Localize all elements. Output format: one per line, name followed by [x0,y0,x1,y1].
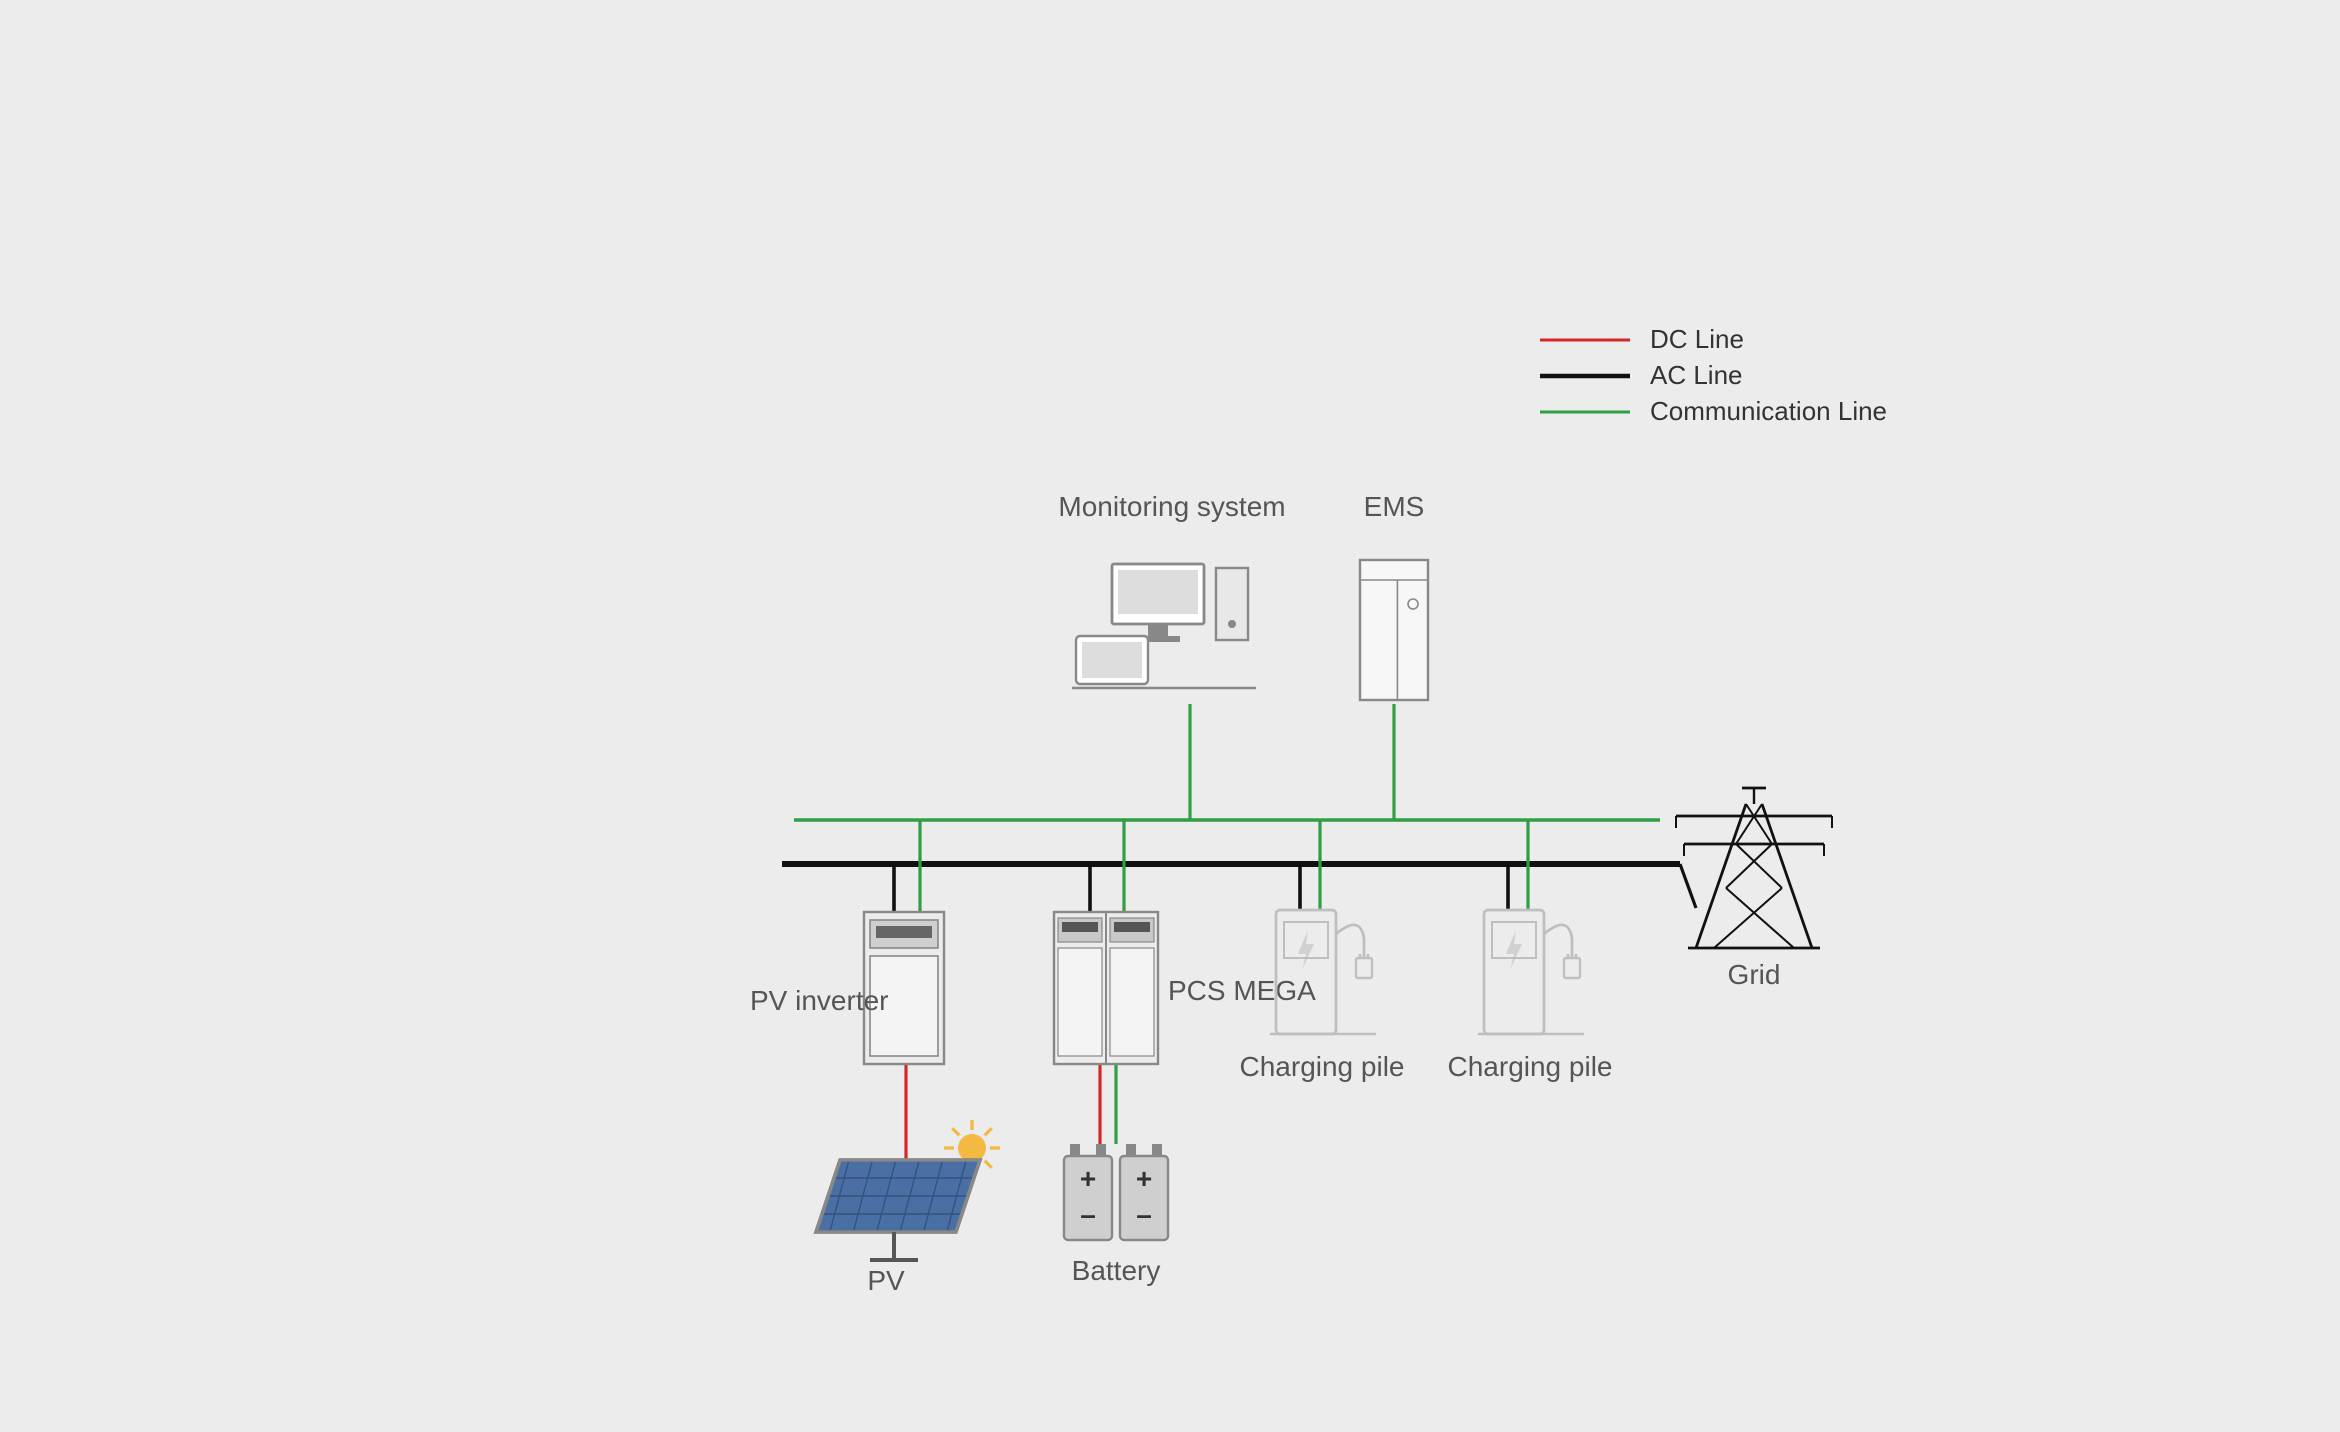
ems-icon [1360,560,1428,700]
battery-plus: + [1080,1163,1096,1194]
monitoring-system-label: Monitoring system [1058,491,1285,522]
legend-label-dc: DC Line [1650,324,1744,354]
charging-pile-1-icon-label: Charging pile [1240,1051,1405,1082]
battery-plus: + [1136,1163,1152,1194]
battery-minus: – [1080,1199,1096,1230]
legend-label-comm: Communication Line [1650,396,1887,426]
pv-inverter-label: PV inverter [750,985,889,1016]
grid-ac-feed [1680,864,1696,908]
legend: DC Line AC Line Communication Line [1540,324,1887,426]
battery-minus: – [1136,1199,1152,1230]
charging-pile-1-icon [1270,910,1376,1034]
battery-label: Battery [1072,1255,1161,1286]
grid-icon [1676,788,1832,948]
pv-panel-icon [816,1120,1000,1260]
charging-pile-2-icon [1478,910,1584,1034]
ems-label: EMS [1364,491,1425,522]
monitoring-system-icon [1072,564,1256,688]
pcs-mega-label: PCS MEGA [1168,975,1316,1006]
legend-label-ac: AC Line [1650,360,1743,390]
pcs-mega-icon [1054,912,1158,1064]
battery-icon: + – + – [1064,1144,1168,1240]
grid-label: Grid [1728,959,1781,990]
charging-pile-2-icon-label: Charging pile [1448,1051,1613,1082]
pv-label: PV [867,1265,905,1296]
